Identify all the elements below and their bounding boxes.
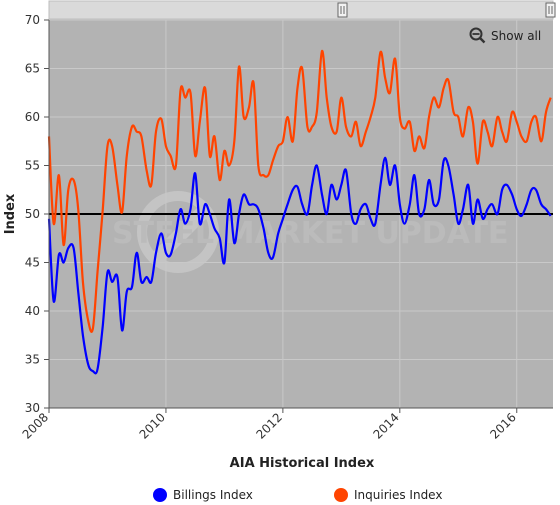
series-line-billings-index[interactable]: [47, 156, 552, 375]
range-navigator[interactable]: [48, 0, 556, 20]
legend-item-inquiries[interactable]: Inquiries Index: [334, 488, 442, 502]
x-tick-label: 2014: [370, 410, 401, 441]
legend: Billings Index Inquiries Index: [153, 488, 442, 502]
legend-label-billings: Billings Index: [173, 488, 253, 502]
show-all-button[interactable]: Show all: [464, 26, 546, 46]
x-tick-label: 2016: [487, 410, 518, 441]
navigator-right-handle[interactable]: [545, 2, 556, 18]
legend-marker-inquiries: [334, 488, 348, 502]
legend-item-billings[interactable]: Billings Index: [153, 488, 253, 502]
y-tick-label: 50: [25, 207, 40, 221]
y-tick-label: 30: [25, 401, 40, 415]
y-tick-label: 60: [25, 110, 40, 124]
series-layer: [47, 49, 552, 375]
y-tick-label: 35: [25, 353, 40, 367]
navigator-left-handle[interactable]: [337, 2, 348, 18]
navigator-track[interactable]: [48, 0, 554, 20]
show-all-label: Show all: [491, 29, 541, 43]
legend-marker-billings: [153, 488, 167, 502]
y-tick-label: 70: [25, 13, 40, 27]
y-tick-label: 55: [25, 159, 40, 173]
legend-label-inquiries: Inquiries Index: [354, 488, 442, 502]
y-tick-label: 40: [25, 304, 40, 318]
y-tick-label: 45: [25, 256, 40, 270]
x-tick-label: 2010: [137, 410, 168, 441]
x-axis-title: AIA Historical Index: [230, 456, 375, 471]
y-tick-label: 65: [25, 62, 40, 76]
zoom-out-magnifier-icon: [469, 27, 486, 44]
watermark-text: STEEL MARKET UPDATE: [112, 216, 509, 251]
y-axis-title: Index: [3, 193, 18, 234]
series-line-inquiries-index[interactable]: [47, 49, 552, 333]
x-tick-label: 2012: [253, 410, 284, 441]
